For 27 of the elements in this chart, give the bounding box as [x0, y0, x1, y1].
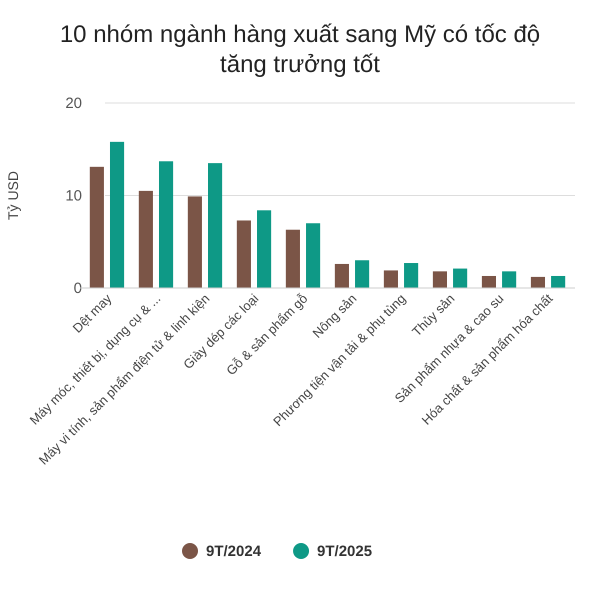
bar — [334, 264, 349, 288]
bar — [530, 276, 546, 288]
bar — [453, 268, 468, 288]
legend-label: 9T/2025 — [317, 543, 372, 560]
bar — [286, 230, 300, 288]
bar — [404, 263, 418, 288]
bar — [306, 223, 320, 288]
bar — [90, 166, 104, 288]
bar — [384, 270, 398, 288]
bar — [551, 276, 566, 288]
bar — [355, 260, 370, 288]
chart-title: 10 nhóm ngành hàng xuất sang Mỹ có tốc độ tăng trưởng tốt — [60, 21, 540, 78]
bar — [236, 220, 251, 288]
bar — [502, 271, 516, 288]
bar — [432, 271, 447, 288]
y-tick-label: 20 — [65, 94, 82, 112]
bar — [257, 210, 272, 288]
y-tick-label: 10 — [65, 187, 82, 204]
bar — [138, 190, 153, 288]
y-axis-title: Tỷ USD — [5, 171, 21, 220]
legend-label: 9T/2024 — [206, 543, 262, 560]
bar — [208, 163, 222, 288]
y-tick-label: 0 — [74, 280, 82, 297]
bar — [188, 196, 202, 288]
bar — [110, 142, 124, 288]
bar — [158, 161, 174, 288]
bar — [482, 276, 496, 288]
